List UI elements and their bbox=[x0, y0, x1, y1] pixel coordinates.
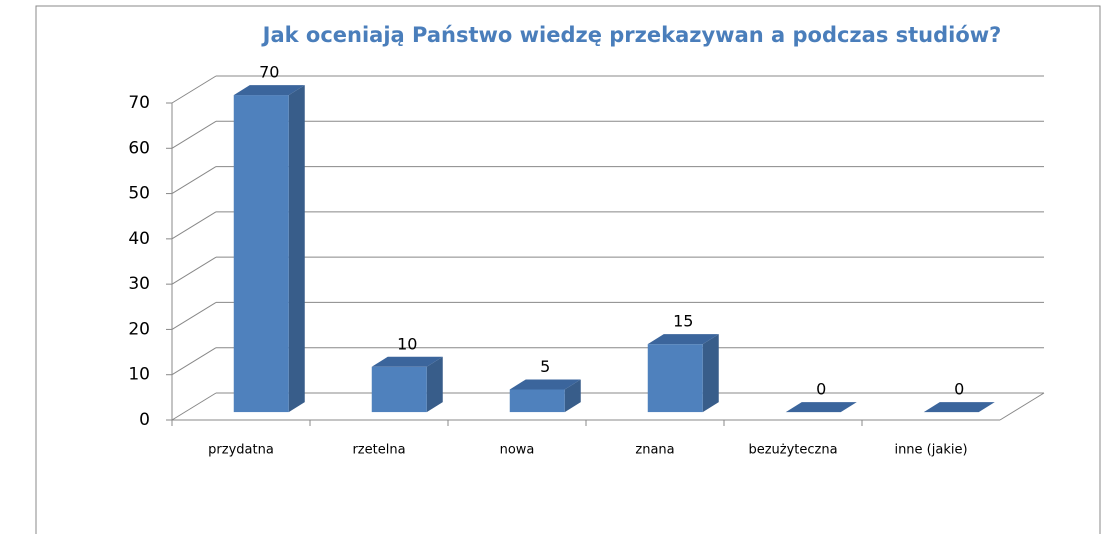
bar-top bbox=[509, 379, 581, 390]
x-tick-label: znana bbox=[635, 443, 674, 458]
bar bbox=[233, 85, 305, 413]
bar-side bbox=[288, 85, 305, 413]
y-tick-label: 0 bbox=[139, 410, 150, 430]
y-tick-label: 30 bbox=[128, 274, 150, 294]
grid-line bbox=[171, 166, 217, 194]
y-tick-label: 40 bbox=[128, 229, 150, 249]
y-tick-label: 70 bbox=[128, 93, 150, 113]
grid-line bbox=[171, 392, 217, 421]
grid-line bbox=[171, 120, 217, 149]
value-label: 0 bbox=[816, 380, 826, 399]
bar bbox=[923, 402, 995, 413]
bar-top bbox=[785, 402, 857, 413]
bar bbox=[371, 356, 443, 413]
bar-top bbox=[371, 356, 443, 367]
bar-side bbox=[702, 334, 719, 413]
bar-front bbox=[371, 366, 427, 413]
x-tick-label: nowa bbox=[500, 443, 535, 458]
grid-line bbox=[171, 211, 217, 240]
bar-top bbox=[647, 334, 719, 345]
bar-front bbox=[509, 389, 565, 413]
bar-front bbox=[647, 344, 703, 413]
y-tick-label: 50 bbox=[128, 184, 150, 204]
grid-line bbox=[171, 302, 217, 330]
bar-front bbox=[233, 95, 289, 413]
bar bbox=[785, 402, 857, 413]
x-tick-label: rzetelna bbox=[352, 443, 405, 458]
bar-top bbox=[923, 402, 995, 413]
y-tick-label: 20 bbox=[128, 319, 150, 339]
grid-line bbox=[171, 347, 217, 376]
bar-top bbox=[233, 85, 305, 96]
bar-side bbox=[564, 379, 581, 413]
floor-edge bbox=[999, 392, 1045, 421]
x-tick-label: przydatna bbox=[208, 443, 274, 458]
value-label: 0 bbox=[954, 380, 964, 399]
value-label: 5 bbox=[540, 357, 550, 376]
bar-side bbox=[426, 356, 443, 413]
chart-title: Jak oceniają Państwo wiedzę przekazywan … bbox=[261, 23, 1002, 47]
chart-frame bbox=[35, 5, 1101, 534]
value-label: 10 bbox=[397, 334, 417, 353]
y-tick-label: 60 bbox=[128, 138, 150, 158]
x-tick-label: bezużyteczna bbox=[748, 443, 837, 458]
grid-line bbox=[171, 75, 217, 104]
x-tick-label: inne (jakie) bbox=[894, 443, 967, 458]
grid-line bbox=[171, 256, 217, 285]
bar bbox=[647, 334, 719, 413]
bar bbox=[509, 379, 581, 413]
value-label: 70 bbox=[259, 63, 279, 82]
value-label: 15 bbox=[673, 312, 693, 331]
y-tick-label: 10 bbox=[128, 365, 150, 385]
